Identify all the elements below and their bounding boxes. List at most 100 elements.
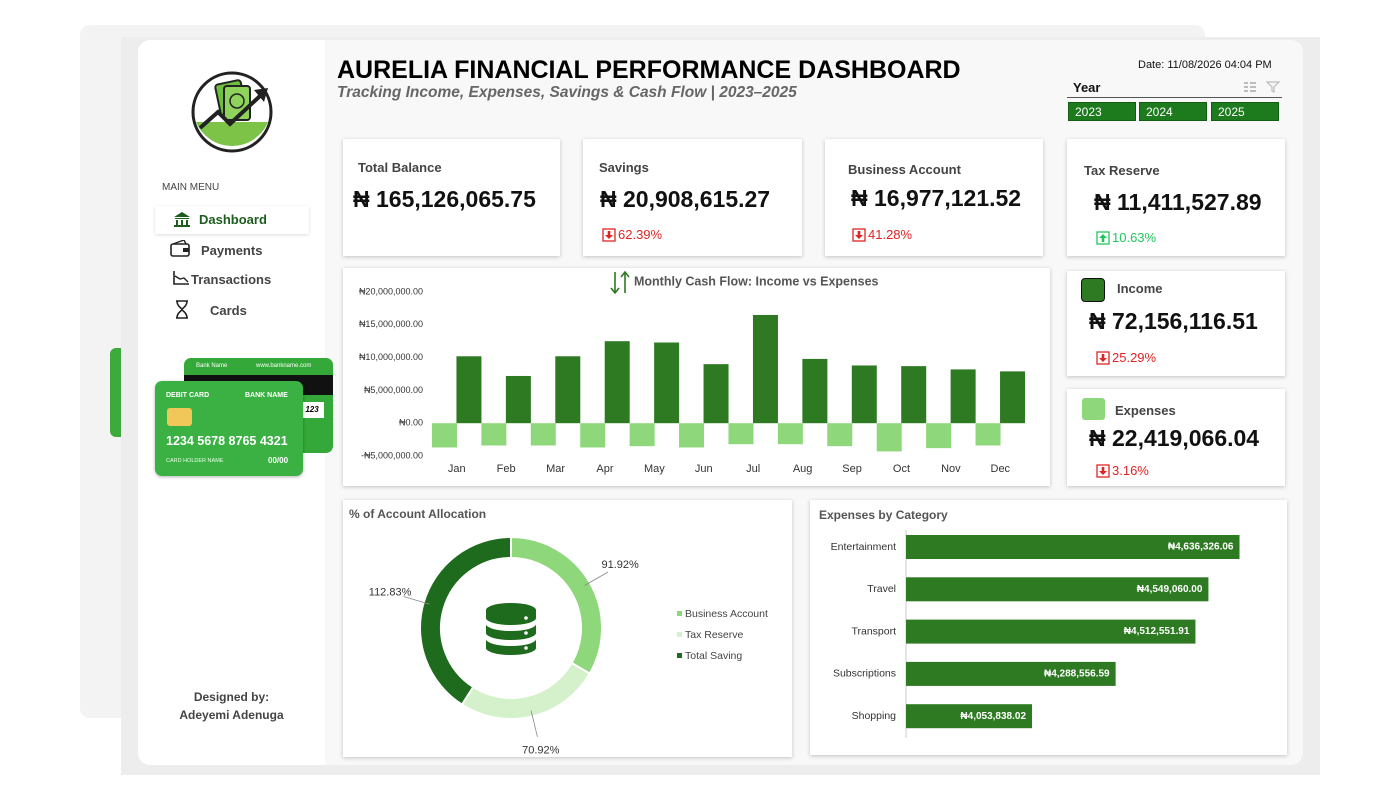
data-label: ₦4,053,838.02: [960, 711, 1026, 722]
kpi-change: 25.29%: [1096, 350, 1156, 365]
bar: [906, 704, 1033, 729]
card-text: 00/00: [268, 456, 289, 465]
bar: [906, 535, 1240, 559]
change-arrow: [1096, 463, 1110, 478]
y-tick-label: ₦5,000,000.00: [364, 385, 423, 395]
slicer-item[interactable]: 2025: [1211, 102, 1279, 121]
bar: [851, 365, 877, 424]
category-label: Subscriptions: [833, 668, 896, 680]
kpi-value: ₦ 11,411,527.89: [1094, 189, 1262, 215]
x-tick-label: Oct: [893, 463, 910, 475]
title-icon: [610, 270, 630, 295]
slicer-item[interactable]: 2023: [1068, 102, 1136, 121]
year-slicer: Year: [1067, 77, 1282, 123]
slicer-item[interactable]: 2024: [1139, 102, 1207, 121]
kpi-card: [825, 139, 1043, 256]
y-tick-label: ₦20,000,000.00: [359, 286, 423, 296]
bar: [975, 423, 1001, 446]
x-tick-label: Mar: [546, 463, 565, 475]
donut-slice: [419, 535, 512, 706]
date: Date: 11/08/2026 04:04 PM: [1138, 59, 1272, 71]
y-tick-label: ₦15,000,000.00: [359, 319, 423, 329]
leader-line: [530, 710, 538, 737]
card-chip: [167, 408, 192, 426]
legend-label: Tax Reserve: [685, 629, 744, 641]
data-label: 70.92%: [522, 744, 560, 756]
change-value: 10.63%: [1112, 230, 1157, 245]
bar: [530, 423, 556, 446]
legend-swatch: [677, 653, 682, 658]
bar: [1000, 371, 1026, 424]
allocation-chart: % of Account Allocation 91.92% Business Ac…: [349, 507, 768, 756]
change-value: 62.39%: [618, 227, 663, 242]
x-tick-label: Dec: [991, 463, 1011, 475]
legend-label: Total Saving: [685, 650, 742, 662]
category-label: Travel: [867, 583, 896, 595]
kpi-card: [583, 139, 802, 256]
icon-dot: [524, 631, 528, 635]
cash-flow-chart: Monthly Cash Flow: Income vs Expenses -₦5…: [359, 270, 1026, 475]
menu-highlight: [155, 206, 309, 234]
x-tick-label: May: [644, 463, 665, 475]
data-label: ₦4,288,556.59: [1044, 669, 1110, 680]
bar: [906, 661, 1116, 686]
logo: [191, 71, 273, 153]
y-tick-label: -₦5,000,000.00: [361, 450, 423, 460]
chart-title: % of Account Allocation: [349, 507, 486, 521]
icon-dot: [524, 616, 528, 620]
bar: [802, 358, 828, 424]
kpi-value: ₦ 165,126,065.75: [353, 186, 536, 212]
legend-swatch: [1081, 278, 1105, 302]
kpi-value: ₦ 22,419,066.04: [1089, 425, 1260, 451]
page-subtitle: Tracking Income, Expenses, Savings & Cas…: [337, 84, 797, 101]
kpi-label: Total Balance: [358, 160, 442, 175]
menu-item[interactable]: Cards: [210, 303, 247, 318]
card-front: DEBIT CARD BANK NAME 1234 5678 8765 4321…: [155, 381, 303, 476]
icon-dot: [524, 646, 528, 650]
chart-title: Monthly Cash Flow: Income vs Expenses: [634, 274, 879, 288]
bar: [580, 423, 606, 448]
kpi-card: [343, 139, 560, 256]
kpi-label: Business Account: [848, 162, 961, 177]
bar: [481, 423, 507, 446]
menu-icon: [176, 300, 188, 319]
bar: [679, 423, 705, 448]
data-label: 91.92%: [601, 559, 639, 571]
bar: [505, 375, 531, 424]
slicer-icons: [1244, 81, 1281, 93]
designer-label: Designed by:: [193, 690, 270, 704]
kpi-value: ₦ 20,908,615.27: [600, 186, 771, 212]
legend-swatch: [677, 632, 682, 637]
card-text: www.bankname.com: [256, 363, 312, 369]
change-arrow: [1096, 230, 1110, 245]
legend-label: Expenses: [1115, 403, 1176, 418]
x-tick-label: Jun: [695, 463, 713, 475]
change-arrow: [852, 227, 866, 242]
menu-icon: [174, 212, 190, 227]
legend-swatch: [677, 611, 682, 616]
legend-label: Income: [1117, 281, 1163, 296]
menu-item[interactable]: Transactions: [191, 272, 272, 287]
card-text: 1234 5678 8765 4321: [166, 434, 288, 448]
kpi-label: Tax Reserve: [1084, 163, 1160, 178]
change-arrow: [602, 227, 616, 242]
x-tick-label: Jan: [448, 463, 466, 475]
bar: [827, 423, 853, 447]
bar: [431, 423, 457, 448]
y-tick-label: ₦0.00: [399, 418, 423, 428]
menu-item[interactable]: Dashboard: [199, 212, 267, 227]
bar: [654, 342, 680, 424]
expense-category-chart: Expenses by Category Entertainment ₦4,636,…: [819, 508, 1240, 738]
bar: [906, 619, 1196, 644]
donut-slice: [460, 661, 592, 720]
menu-icon: [173, 271, 189, 285]
chart-title: Expenses by Category: [819, 508, 948, 522]
database-icon: [486, 603, 536, 655]
chart-card: [343, 500, 792, 757]
menu-item[interactable]: Payments: [201, 243, 263, 258]
x-tick-label: Nov: [941, 463, 961, 475]
kpi-change: 41.28%: [852, 227, 912, 242]
bar: [555, 356, 581, 424]
x-tick-label: Feb: [497, 463, 516, 475]
